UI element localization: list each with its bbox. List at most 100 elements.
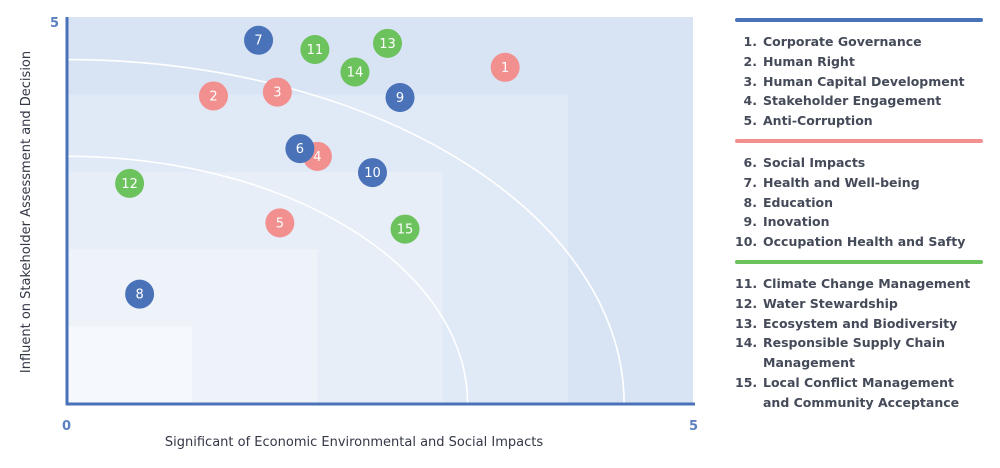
legend-item-label: Ecosystem and Biodiversity [763,315,958,331]
legend-item-number: 11. [735,275,758,291]
data-point-label: 15 [397,223,414,238]
legend-item: 14. Responsible Supply Chain Management [735,333,983,373]
legend-item: 10. Occupation Health and Safty [735,232,983,252]
data-point-marker [244,25,274,55]
data-point-label: 11 [307,43,324,58]
data-point-1: 1 [490,52,520,82]
data-point-2: 2 [198,81,228,111]
legend-divider [735,18,983,22]
legend-item-number: 12. [735,295,758,311]
axes [65,17,695,406]
legend-item: 2. Human Right [735,52,983,72]
legend-item: 4. Stakeholder Engagement [735,91,983,111]
data-point-marker [390,214,420,244]
legend-group-3: 11. Climate Change Management 12. Water Ste… [735,259,983,413]
data-point-7: 7 [244,25,274,55]
data-point-label: 3 [273,86,281,101]
legend-item-label: Inovation [763,214,830,230]
legend-item: 11. Climate Change Management [735,274,983,294]
zone-5 [67,326,193,404]
legend-item-label: Stakeholder Engagement [763,93,942,109]
legend-item: 13. Ecosystem and Biodiversity [735,314,983,334]
legend-item-number: 8. [743,194,757,210]
data-point-marker [125,279,155,309]
data-point-label: 4 [313,150,321,165]
legend-item-label: Human Capital Development [763,73,965,89]
legend-item-label: Human Right [763,53,855,69]
legend-item-label: Anti-Corruption [763,113,873,129]
legend-item: 5. Anti-Corruption [735,111,983,131]
legend-divider [735,138,983,143]
data-point-marker [115,168,145,198]
legend-item-number: 5. [743,113,757,129]
legend-item: 3. Human Capital Development [735,72,983,92]
legend-item-label: Occupation Health and Safty [763,234,966,250]
data-point-12: 12 [115,168,145,198]
data-point-label: 12 [121,177,138,192]
data-point-marker [340,57,370,87]
legend-item-label: Climate Change Management [763,275,971,291]
legend-item-number: 1. [743,34,757,49]
data-point-10: 10 [357,158,387,188]
data-point-marker [265,208,295,238]
data-point-3: 3 [262,77,292,107]
data-point-marker [490,52,520,82]
legend-group-2: 6. Social Impacts 7. Health and Well-being 8… [735,138,983,252]
legend-item-number: 15. [735,374,758,390]
data-point-label: 10 [364,166,381,181]
data-point-11: 11 [300,35,330,65]
data-point-13: 13 [373,28,403,58]
y-axis-title: Influent on Stakeholder Assessment and D… [19,51,34,373]
legend-item-label: Corporate Governance [763,34,922,49]
legend-item-number: 6. [743,154,757,170]
legend-group-1: 1. Corporate Governance 2. Human Right 3. Hum… [735,18,983,131]
legend-item: 8. Education [735,193,983,213]
data-point-9: 9 [385,82,415,112]
legend-item-label: Health and Well-being [763,174,920,190]
legend-item-label: Water Stewardship [763,295,898,311]
legend-item: 15. Local Conflict Management and Communi… [735,373,983,413]
data-point-label: 8 [135,288,143,303]
data-point-5: 5 [265,208,295,238]
data-point-label: 9 [396,91,404,106]
data-point-6: 6 [285,134,315,164]
data-point-label: 6 [296,142,304,157]
y-tick-label-max: 5 [50,16,59,31]
data-point-marker [300,35,330,65]
legend-item: 12. Water Stewardship [735,294,983,314]
data-point-15: 15 [390,214,420,244]
data-point-marker [385,82,415,112]
data-point-marker [285,134,315,164]
legend-item-label: Local Conflict Management and Community … [763,374,960,410]
legend: 1. Corporate Governance 2. Human Right 3. Hum… [735,18,983,413]
data-point-label: 13 [379,37,396,52]
legend-divider [735,259,983,264]
materiality-chart: 5 0 5 Significant of Economic Environmen… [19,16,698,450]
legend-item-label: Social Impacts [763,154,866,170]
background-zones [67,17,693,405]
data-point-label: 1 [501,61,509,76]
data-point-label: 14 [347,65,364,80]
legend-item-number: 2. [743,53,757,69]
data-point-label: 5 [276,216,284,231]
legend-item-number: 13. [735,315,758,331]
legend-item-number: 4. [743,93,757,109]
legend-item: 1. Corporate Governance [735,32,983,52]
legend-item-number: 7. [743,174,757,190]
x-tick-label-min: 0 [62,419,71,434]
threshold-arcs [66,58,625,405]
legend-item: 6. Social Impacts [735,153,983,173]
x-axis-title: Significant of Economic Environmental an… [165,435,543,450]
data-point-marker [357,158,387,188]
data-point-marker [373,28,403,58]
legend-item-number: 3. [743,73,757,89]
legend-item-label: Education [763,194,833,210]
legend-item-number: 14. [735,335,758,351]
threshold-arc-1 [66,155,469,405]
legend-item-number: 9. [743,214,757,230]
legend-item: 7. Health and Well-being [735,173,983,193]
data-point-label: 7 [254,34,262,49]
data-point-marker [262,77,292,107]
legend-item: 9. Inovation [735,212,983,232]
